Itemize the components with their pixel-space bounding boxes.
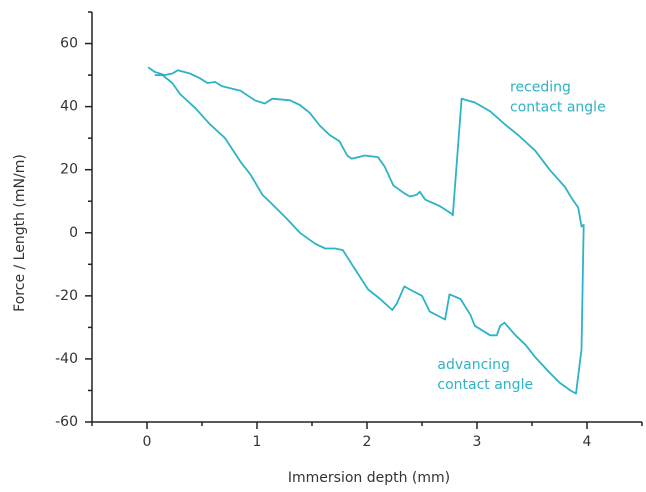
y-tick-label: 40 bbox=[60, 99, 78, 115]
y-axis-title: Force / Length (mN/m) bbox=[12, 154, 28, 312]
x-tick-label: 1 bbox=[253, 434, 262, 450]
annotation: receding bbox=[510, 80, 571, 96]
annotation: contact angle bbox=[510, 100, 606, 116]
y-tick-label: -60 bbox=[55, 414, 78, 430]
y-tick-label: 20 bbox=[60, 162, 78, 178]
x-tick-label: 2 bbox=[363, 434, 372, 450]
y-tick-label: -20 bbox=[55, 288, 78, 304]
y-tick-label: 60 bbox=[60, 36, 78, 52]
x-axis-title: Immersion depth (mm) bbox=[288, 470, 450, 486]
annotation: advancing bbox=[437, 357, 510, 373]
x-tick-label: 3 bbox=[473, 434, 482, 450]
x-tick-label: 4 bbox=[583, 434, 592, 450]
annotation: contact angle bbox=[437, 377, 533, 393]
data-line bbox=[147, 66, 585, 395]
x-tick-label: 0 bbox=[143, 434, 152, 450]
y-tick-label: 0 bbox=[69, 225, 78, 241]
y-tick-label: -40 bbox=[55, 351, 78, 367]
